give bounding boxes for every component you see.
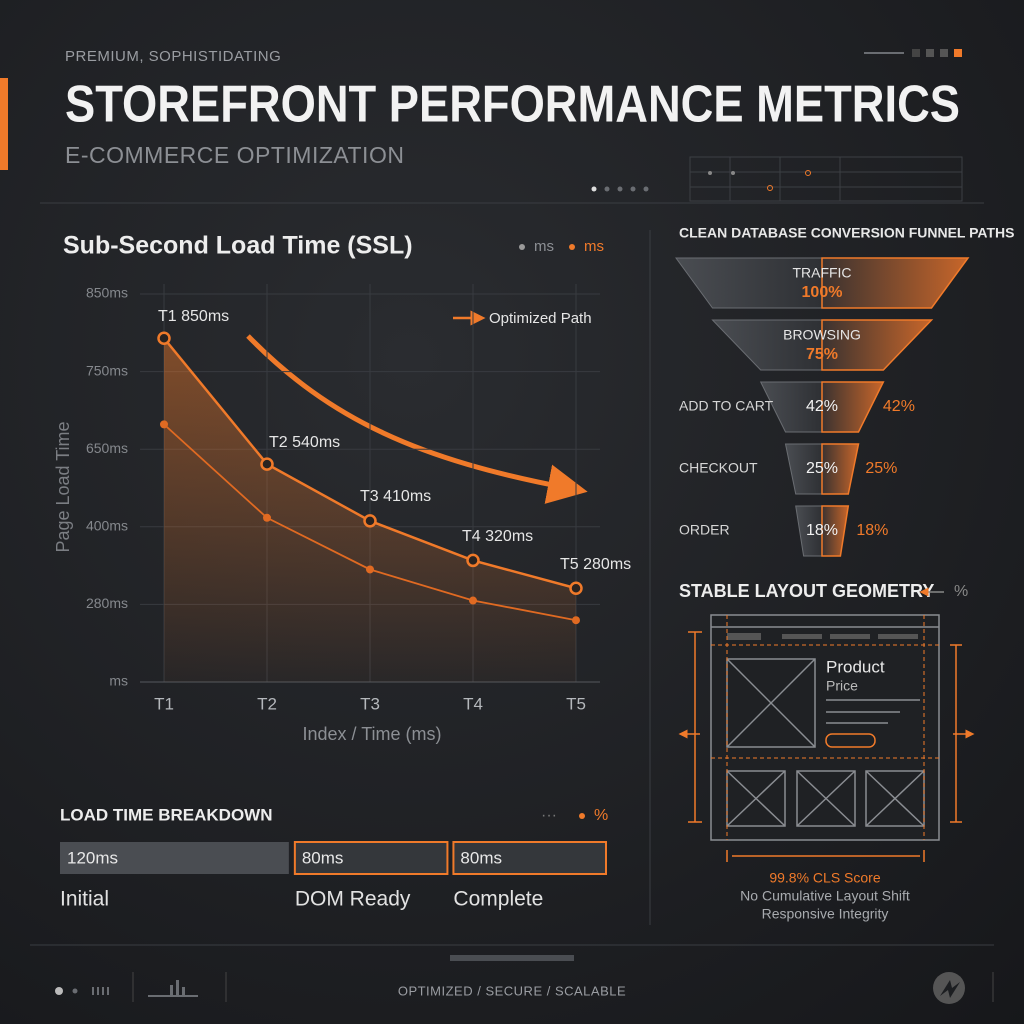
funnel-right: [821, 381, 885, 433]
bar-value-label: 80ms: [302, 848, 344, 867]
annotation: T1 850ms: [158, 308, 229, 325]
funnel-side-value: 18%: [856, 522, 888, 539]
funnel-right: [821, 257, 970, 309]
accent-bar: [0, 78, 8, 170]
funnel-label: ADD TO CART: [679, 398, 774, 414]
page-subtitle: E-COMMERCE OPTIMIZATION: [65, 142, 404, 168]
legend-label: ms: [584, 238, 604, 255]
x-tick-label: T1: [154, 694, 174, 713]
y-tick-label: 650ms: [86, 440, 128, 456]
y-axis-label: Page Load Time: [53, 421, 73, 552]
legend-label: ms: [534, 238, 554, 255]
area: [164, 338, 576, 682]
funnel-label: BROWSING: [783, 327, 861, 343]
funnel-value: 75%: [806, 346, 838, 363]
footer-tab: [450, 955, 574, 961]
legend-swatch: [569, 244, 575, 250]
funnel-value: 25%: [806, 460, 838, 477]
funnel-label: TRAFFIC: [792, 265, 851, 281]
point: [160, 420, 168, 429]
eyebrow: PREMIUM, SOPHISTIDATING: [65, 48, 281, 65]
page-title: STOREFRONT PERFORMANCE METRICS: [65, 76, 960, 134]
legend-label: %: [594, 807, 608, 824]
annotation: T4 320ms: [462, 528, 533, 545]
funnel-side-value: 25%: [865, 460, 897, 477]
y-tick-label: 400ms: [86, 518, 128, 534]
funnel-right: [821, 505, 850, 557]
x-tick-label: T3: [360, 694, 380, 713]
point: [363, 514, 377, 528]
footer-decor: [55, 972, 994, 1004]
bar-segment: [293, 841, 449, 875]
annotation: T3 410ms: [360, 488, 431, 505]
panel-legend: %: [954, 583, 968, 600]
bar-segment: [452, 841, 607, 875]
y-tick-label: 750ms: [86, 362, 128, 378]
y-tick-label: 280ms: [86, 595, 128, 611]
bar-value-label: 80ms: [460, 848, 502, 867]
legend-swatch: [579, 813, 585, 819]
wireframe-product: Product: [826, 657, 885, 676]
funnel-stage: [759, 381, 885, 433]
footer-text: OPTIMIZED / SECURE / SCALABLE: [398, 983, 626, 998]
funnel-stage: [784, 443, 860, 495]
legend-swatch: [519, 244, 525, 250]
y-tick-label: 850ms: [86, 285, 128, 301]
point: [572, 616, 580, 625]
x-tick-label: T2: [257, 694, 277, 713]
cls-note: No Cumulative Layout Shift: [740, 888, 910, 904]
wireframe: [678, 614, 975, 862]
funnel-value: 18%: [806, 522, 838, 539]
y-tick-label: ms: [109, 673, 128, 689]
x-axis-label: Index / Time (ms): [302, 724, 441, 744]
legend-dots: ···: [541, 807, 557, 824]
bar-category: Complete: [453, 888, 543, 911]
chart-title: CLEAN DATABASE CONVERSION FUNNEL PATHS: [679, 225, 1015, 241]
x-tick-label: T5: [566, 694, 586, 713]
mini-chart-decor: [689, 156, 963, 202]
funnel-side-value: 42%: [883, 398, 915, 415]
top-decor: [591, 49, 962, 192]
chart-title: Sub-Second Load Time (SSL): [63, 232, 413, 260]
point: [263, 513, 271, 522]
point: [466, 553, 480, 568]
trend-arrow: [246, 334, 588, 504]
funnel-stage: [675, 257, 970, 309]
annotation: T2 540ms: [269, 434, 340, 451]
funnel-stage: [795, 505, 850, 557]
x-tick-label: T4: [463, 694, 483, 713]
point: [260, 457, 274, 471]
panel-title: STABLE LAYOUT GEOMETRY: [679, 581, 934, 601]
chart-title: LOAD TIME BREAKDOWN: [60, 805, 272, 824]
point: [157, 331, 171, 345]
funnel-right: [821, 443, 860, 495]
bar-category: DOM Ready: [295, 888, 411, 911]
cls-note: Responsive Integrity: [762, 906, 889, 922]
funnel-value: 100%: [802, 284, 843, 301]
point: [469, 596, 477, 605]
bar-segment: [60, 842, 289, 874]
point: [569, 581, 583, 595]
bar-category: Initial: [60, 888, 109, 911]
wireframe-price: Price: [826, 678, 858, 694]
funnel-right: [821, 319, 934, 371]
bar-value-label: 120ms: [67, 848, 118, 867]
annotation: T5 280ms: [560, 556, 631, 573]
annotation: Optimized Path: [489, 310, 592, 327]
cls-score: 99.8% CLS Score: [769, 870, 880, 886]
funnel-value: 42%: [806, 398, 838, 415]
funnel-label: ORDER: [679, 522, 730, 538]
funnel-stage: [711, 319, 934, 371]
funnel-label: CHECKOUT: [679, 460, 758, 476]
point: [366, 565, 374, 574]
